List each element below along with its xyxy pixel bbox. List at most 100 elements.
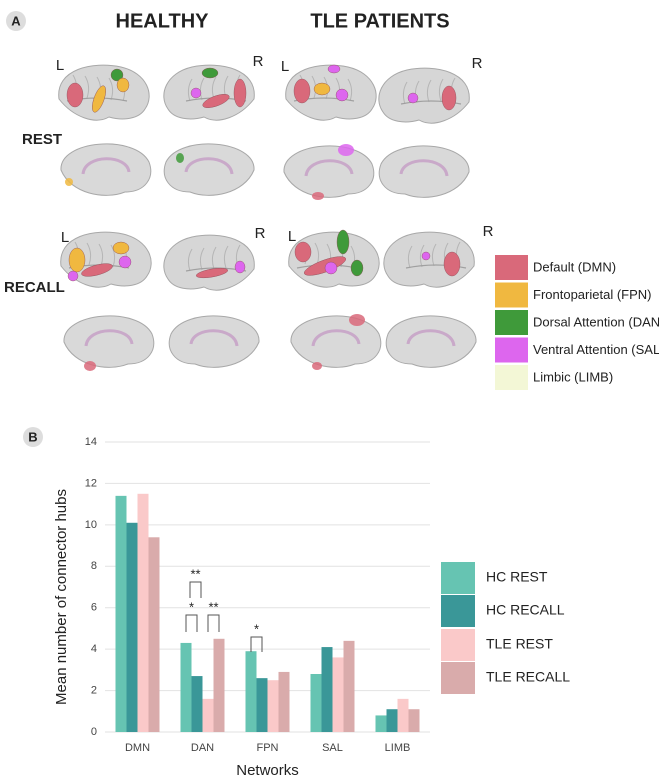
legend-label: TLE REST	[486, 636, 553, 652]
panel-label: A	[11, 13, 21, 28]
network-blob	[312, 192, 324, 200]
legend-label: Frontoparietal (FPN)	[533, 287, 651, 302]
legend-swatch	[441, 595, 475, 627]
network-blob	[110, 68, 124, 82]
legend-label: HC REST	[486, 569, 548, 585]
network-blob	[92, 85, 106, 113]
legend-swatch	[495, 337, 528, 363]
corpus-callosum	[184, 157, 234, 175]
bar	[375, 715, 387, 732]
network-blob	[441, 85, 457, 111]
significance-label: *	[254, 621, 259, 636]
hemisphere-label: R	[253, 53, 264, 70]
significance-label: *	[189, 599, 194, 614]
legend-swatch	[495, 255, 528, 280]
brain-medial	[378, 145, 470, 198]
network-blob	[335, 88, 349, 102]
hemisphere-label: R	[255, 225, 266, 242]
sulcus	[405, 264, 467, 269]
bar	[278, 671, 290, 732]
network-blob	[327, 64, 341, 74]
y-tick-label: 14	[85, 436, 97, 448]
panel-label: B	[28, 429, 37, 444]
brain-medial	[290, 315, 382, 368]
network-blob	[202, 94, 230, 108]
gyrus	[211, 246, 217, 270]
sulcus	[400, 100, 462, 105]
bar	[115, 495, 127, 732]
gyrus	[108, 77, 114, 101]
brain-medial	[163, 143, 255, 196]
legend-label: TLE RECALL	[486, 669, 570, 685]
significance-bracket	[207, 614, 220, 632]
x-tick-label: FPN	[257, 742, 279, 754]
bar	[321, 647, 333, 732]
gyrus	[419, 244, 425, 268]
legend-label: HC RECALL	[486, 602, 565, 618]
brain-medial	[385, 315, 477, 368]
network-blob	[190, 87, 202, 99]
y-tick-label: 0	[91, 726, 97, 738]
y-tick-label: 12	[85, 477, 97, 489]
bar	[213, 638, 225, 732]
legend-swatch	[495, 365, 528, 390]
hemisphere-label: L	[281, 58, 289, 75]
gyrus	[431, 243, 437, 267]
legend-swatch	[441, 562, 475, 594]
hemisphere-label: L	[56, 57, 64, 74]
significance-bracket	[250, 636, 263, 652]
bar	[148, 537, 160, 732]
brain-medial	[283, 145, 375, 198]
legend-label: Ventral Attention (SAL	[533, 342, 659, 357]
bar	[397, 698, 409, 732]
network-blob	[294, 241, 312, 263]
network-blob	[201, 67, 219, 79]
brain-lateral	[383, 231, 475, 288]
gyrus	[86, 242, 92, 266]
x-tick-label: DMN	[125, 742, 150, 754]
corpus-callosum	[406, 329, 456, 347]
brain-medial	[63, 315, 155, 368]
corpus-callosum	[311, 329, 361, 347]
legend-label: Dorsal Attention (DAN	[533, 314, 659, 329]
panel-badge	[23, 427, 43, 447]
row-label: REST	[22, 131, 62, 148]
gyrus	[110, 244, 116, 268]
network-blob	[65, 178, 73, 186]
legend-swatch	[441, 662, 475, 694]
network-blob	[338, 144, 354, 156]
bar	[386, 709, 398, 732]
y-tick-label: 6	[91, 602, 97, 614]
bar	[408, 709, 420, 732]
legend-label: Default (DMN)	[533, 259, 616, 274]
network-blob	[84, 361, 96, 371]
significance-bracket	[189, 581, 202, 598]
gyrus	[187, 248, 193, 272]
gyrus	[426, 79, 432, 103]
brain-lateral	[163, 234, 255, 291]
legend-swatch	[495, 310, 528, 335]
corpus-callosum	[189, 329, 239, 347]
bar	[191, 676, 203, 732]
gyrus	[438, 78, 444, 102]
column-title: TLE PATIENTS	[310, 10, 449, 32]
bar	[180, 642, 192, 732]
bar	[343, 640, 355, 732]
brain-medial	[60, 143, 152, 196]
corpus-callosum	[304, 159, 354, 177]
bar	[310, 674, 322, 732]
gyrus	[84, 75, 90, 99]
bar	[256, 678, 268, 732]
significance-label: **	[208, 599, 218, 614]
bar	[267, 680, 279, 732]
column-title: HEALTHY	[116, 10, 210, 32]
network-blob	[68, 247, 86, 273]
y-tick-label: 4	[91, 643, 97, 655]
gyrus	[402, 81, 408, 105]
gyrus	[223, 245, 229, 269]
significance-bracket	[185, 614, 198, 632]
x-tick-label: LIMB	[385, 742, 411, 754]
network-blob	[421, 251, 431, 261]
network-blob	[176, 153, 184, 163]
